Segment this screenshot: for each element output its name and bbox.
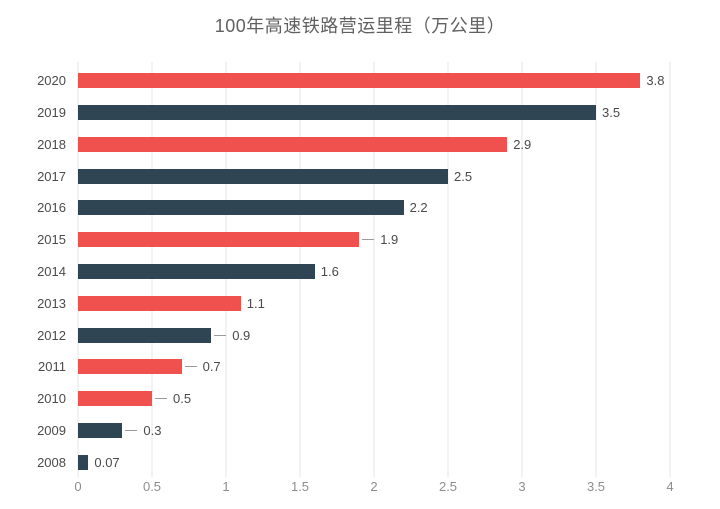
bar-track: 0.5 (78, 391, 670, 407)
chart-row: 2017 2.5 (0, 160, 720, 192)
value-label: 3.8 (646, 73, 665, 89)
y-category-label: 2016 (37, 200, 66, 216)
value-label: 1.6 (320, 263, 339, 279)
value-label: 0.9 (232, 327, 251, 343)
value-label: 2.5 (454, 168, 473, 184)
leader-line (214, 334, 227, 336)
grid-line (447, 62, 449, 477)
value-label: 0.07 (94, 454, 120, 470)
bar-2019 (78, 105, 596, 121)
y-category-label: 2010 (37, 391, 66, 407)
x-tick-label: 1.5 (290, 479, 310, 494)
grid-line (595, 62, 597, 477)
bar-2017 (78, 168, 448, 184)
bar-2008 (78, 454, 89, 470)
value-label: 0.7 (202, 359, 221, 375)
leader-line (362, 239, 375, 241)
chart-row: 2009 0.3 (0, 414, 720, 446)
y-category-label: 2011 (38, 359, 66, 375)
value-label: 1.1 (246, 295, 265, 311)
y-category-label: 2018 (37, 136, 66, 152)
grid-line (373, 62, 375, 477)
leader-line (184, 366, 197, 368)
grid-line (669, 62, 671, 477)
bar-track: 0.9 (78, 327, 670, 343)
bar-2010 (78, 391, 152, 407)
chart-row: 2010 0.5 (0, 383, 720, 415)
bar-track: 1.6 (78, 263, 670, 279)
bar-2013 (78, 295, 241, 311)
y-category-label: 2014 (37, 263, 66, 279)
y-category-label: 2015 (37, 232, 66, 248)
value-label: 2.2 (409, 200, 428, 216)
bar-2016 (78, 200, 404, 216)
grid-line (521, 62, 523, 477)
y-category-label: 2012 (37, 327, 66, 343)
bar-track: 0.7 (78, 359, 670, 375)
value-label: 1.9 (380, 232, 399, 248)
x-tick-label: 0.5 (142, 479, 162, 494)
bar-track: 0.07 (78, 454, 670, 470)
value-label: 0.3 (143, 422, 162, 438)
bar-track: 0.3 (78, 422, 670, 438)
chart-row: 2015 1.9 (0, 224, 720, 256)
leader-line (125, 429, 138, 431)
y-category-label: 2017 (37, 168, 66, 184)
x-tick-label: 0 (74, 479, 82, 494)
chart-row: 2016 2.2 (0, 192, 720, 224)
bar-2015 (78, 232, 360, 248)
bar-track: 3.8 (78, 73, 670, 89)
value-label: 0.5 (173, 391, 192, 407)
bar-2012 (78, 327, 212, 343)
chart-row: 2018 2.9 (0, 129, 720, 161)
y-category-label: 2019 (37, 105, 66, 121)
x-tick-label: 2 (370, 479, 378, 494)
x-tick-label: 3 (518, 479, 526, 494)
value-label: 3.5 (602, 105, 621, 121)
bar-track: 2.9 (78, 136, 670, 152)
value-label: 2.9 (513, 136, 532, 152)
bar-track: 1.9 (78, 232, 670, 248)
x-tick-label: 4 (666, 479, 674, 494)
bar-2018 (78, 136, 508, 152)
bar-2009 (78, 422, 123, 438)
y-category-label: 2013 (37, 295, 66, 311)
bar-2011 (78, 359, 182, 375)
x-tick-label: 3.5 (586, 479, 606, 494)
bar-2020 (78, 73, 641, 89)
chart-title: 100年高速铁路营运里程（万公里） (214, 16, 506, 36)
chart-row: 2011 0.7 (0, 351, 720, 383)
chart-row: 2020 3.8 (0, 65, 720, 97)
chart-row: 2008 0.07 (0, 446, 720, 478)
x-axis: 0 0.5 1 1.5 2 2.5 3 3.5 4 (74, 479, 674, 497)
x-tick-label: 2.5 (438, 479, 458, 494)
bar-track: 2.2 (78, 200, 670, 216)
chart-row: 2012 0.9 (0, 319, 720, 351)
chart-row: 2013 1.1 (0, 287, 720, 319)
y-category-label: 2009 (37, 422, 66, 438)
bar-2014 (78, 263, 315, 279)
y-category-label: 2020 (37, 73, 66, 89)
bar-track: 1.1 (78, 295, 670, 311)
leader-line (155, 398, 167, 400)
y-category-label: 2008 (37, 454, 66, 470)
bar-track: 3.5 (78, 105, 670, 121)
chart-rows: 2020 3.8 2019 3.5 2018 2.9 2017 2.5 2016 2.2 2015 1… (0, 65, 720, 478)
bar-track: 2.5 (78, 168, 670, 184)
chart-row: 2014 1.6 (0, 256, 720, 288)
chart-row: 2019 3.5 (0, 97, 720, 129)
x-tick-label: 1 (222, 479, 230, 494)
